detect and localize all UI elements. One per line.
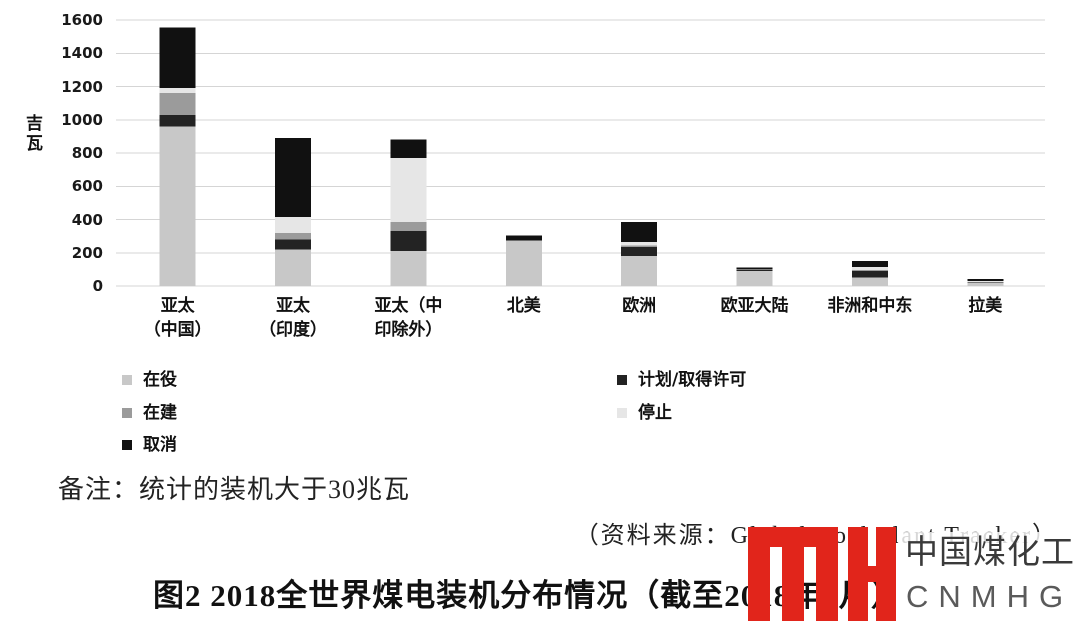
bar-segment-europe-permitted [621,246,658,257]
mh-logo-icon [748,527,896,621]
bar-segment-latin-america-shelved [967,281,1004,282]
bar-segment-india-cancelled [275,138,312,218]
bar-other-asia [390,139,427,286]
bar-north-america [505,235,542,286]
y-tick-label: 600 [71,177,103,196]
bar-segment-europe-construction [621,245,658,247]
legend-swatch [122,408,132,418]
x-category-label: 亚太（中 印除外） [374,296,443,340]
logo-backdrop [898,532,1080,625]
y-tick-label: 1000 [61,110,103,129]
legend-label: 计划/取得许可 [638,370,747,390]
legend-swatch [122,375,132,385]
bar-segment-north-america-cancelled [505,235,542,241]
stacked-bar-chart [116,19,1045,287]
bar-india [275,138,312,286]
y-tick-label: 800 [71,144,103,162]
x-category-label: 欧洲 [622,296,657,316]
bar-segment-other-asia-operating [390,251,427,286]
bar-segment-india-construction [275,232,312,240]
bar-europe [621,221,658,286]
y-tick-label: 200 [71,243,103,262]
legend-item-cancelled: 取消 [122,434,177,456]
bar-segment-africa-middle-east-operating [851,277,888,286]
logo-m-right-leg [816,527,838,621]
bar-segment-china-operating [159,126,196,287]
y-tick-label: 0 [92,277,103,295]
y-axis-label: 吉瓦 [22,114,42,154]
legend-item-operating: 在役 [122,369,177,391]
bar-segment-eurasia-shelved [736,269,773,271]
bar-segment-eurasia-permitted [736,270,773,272]
figure-caption: 图2 2018全世界煤电装机分布情况（截至2018年1月） [153,578,903,613]
bar-segment-china-permitted [159,114,196,127]
bar-segment-europe-operating [621,256,658,286]
logo-h-bar [848,566,896,582]
bar-segment-india-shelved [275,217,312,233]
legend-swatch [617,375,627,385]
bar-segment-china-construction [159,93,196,115]
legend-label: 在役 [143,370,177,390]
bar-segment-africa-middle-east-shelved [851,266,888,271]
bar-segment-other-asia-permitted [390,231,427,252]
legend-label: 在建 [143,403,177,423]
x-category-label: 亚太 （印度） [259,296,328,340]
bar-segment-china-cancelled [159,27,196,89]
legend-swatch [617,408,627,418]
bar-segment-india-operating [275,249,312,286]
x-category-label: 非洲和中东 [827,296,913,316]
y-tick-label: 400 [71,210,103,229]
y-tick-label: 1400 [61,44,103,63]
bar-segment-china-shelved [159,88,196,94]
x-category-label: 北美 [506,296,541,316]
x-category-label: 亚太 （中国） [143,296,212,340]
figure-note: 备注：统计的装机大于30兆瓦 [58,475,411,504]
logo-name-en: CNMHG [906,579,1074,614]
logo-m-middle-leg [782,527,804,621]
bar-segment-eurasia-operating [736,271,773,286]
bar-segment-europe-cancelled [621,221,658,242]
x-category-label: 拉美 [968,296,1003,316]
logo-m-left-leg [748,527,770,621]
y-tick-label: 1200 [61,77,103,96]
bar-segment-north-america-operating [505,240,542,286]
bar-segment-europe-shelved [621,241,658,246]
legend-item-permitted: 计划/取得许可 [617,369,746,391]
bar-segment-eurasia-cancelled [736,267,773,270]
bar-segment-other-asia-shelved [390,157,427,222]
bar-segment-africa-middle-east-cancelled [851,261,888,267]
legend-item-shelved: 停止 [617,402,672,424]
bar-segment-india-permitted [275,239,312,250]
bar-segment-africa-middle-east-permitted [851,271,888,278]
x-category-label: 欧亚大陆 [720,296,789,316]
bar-segment-other-asia-construction [390,221,427,232]
bar-segment-latin-america-cancelled [967,279,1004,282]
bar-segment-africa-middle-east-construction [851,270,888,272]
bar-eurasia [736,267,773,286]
legend-item-construction: 在建 [122,402,177,424]
legend-label: 取消 [143,435,177,455]
logo-name-cn: 中国煤化工 [905,532,1075,571]
legend-label: 停止 [638,403,672,423]
legend-swatch [122,440,132,450]
bar-china [159,27,196,287]
y-tick-label: 1600 [61,11,103,29]
bar-africa-middle-east [851,261,888,286]
bar-segment-other-asia-cancelled [390,139,427,158]
bar-segment-latin-america-permitted [967,281,1004,283]
bar-segment-latin-america-operating [967,282,1004,286]
bar-latin-america [967,279,1004,286]
